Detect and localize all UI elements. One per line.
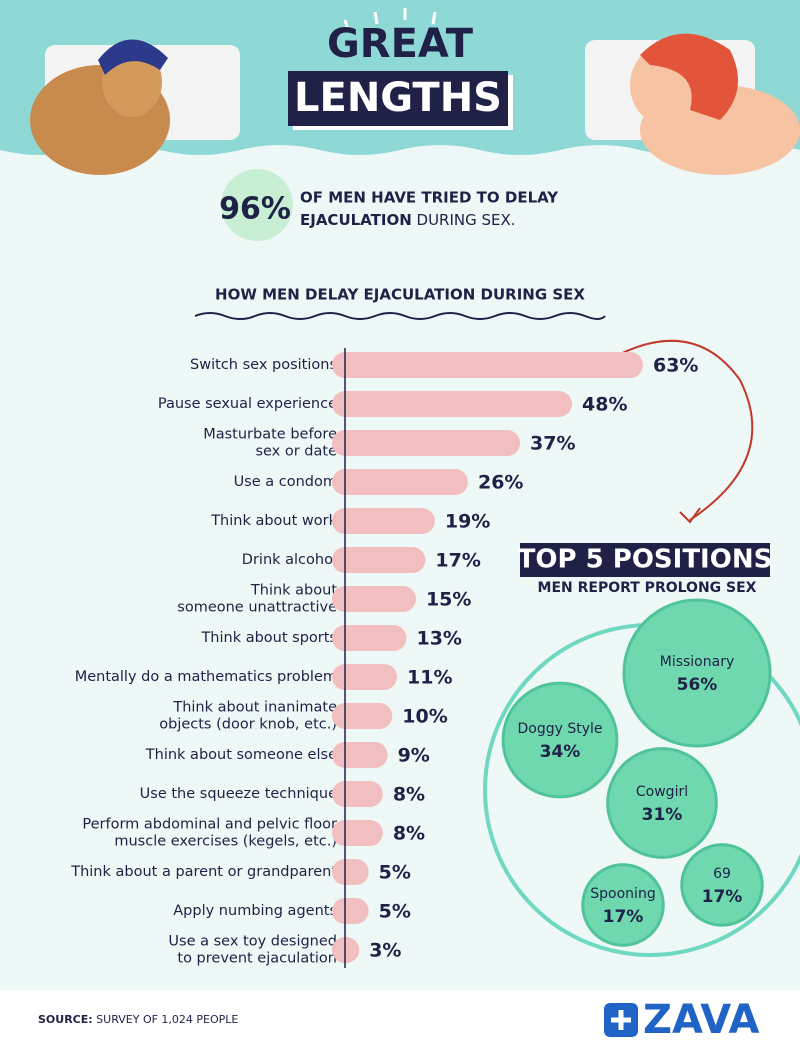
bubble bbox=[622, 598, 772, 748]
bubble bbox=[606, 747, 718, 859]
man-hair bbox=[98, 39, 168, 75]
value-label: 19% bbox=[445, 511, 490, 533]
sparkle bbox=[343, 19, 350, 31]
logo-plus bbox=[611, 1010, 631, 1030]
value-label: 9% bbox=[398, 745, 430, 767]
value-label: 63% bbox=[653, 355, 698, 377]
bubble-label: Missionary bbox=[660, 654, 735, 670]
title-wave bbox=[194, 312, 606, 320]
value-label: 3% bbox=[369, 940, 401, 962]
bubble bbox=[581, 863, 665, 947]
value-label: 10% bbox=[402, 706, 447, 728]
title-box bbox=[288, 71, 508, 126]
bubble-value: 17% bbox=[603, 907, 644, 927]
category-label: Think about inanimate objects (door knob,… bbox=[159, 700, 337, 733]
bar-chart-title: HOW MEN DELAY EJACULATION DURING SEX bbox=[215, 286, 585, 304]
bar bbox=[332, 742, 388, 768]
value-label: 11% bbox=[407, 667, 452, 689]
sparkles bbox=[343, 8, 437, 31]
stat-text: EJACULATION DURING SEX. bbox=[300, 211, 516, 229]
value-label: 26% bbox=[478, 472, 523, 494]
value-label: 5% bbox=[379, 862, 411, 884]
category-label: Pause sexual experience bbox=[158, 396, 337, 412]
category-label: Mentally do a mathematics problem bbox=[75, 669, 337, 685]
category-label: Use a sex toy designed to prevent ejacula… bbox=[168, 934, 337, 967]
source-text: SURVEY OF 1,024 PEOPLE bbox=[96, 1013, 238, 1026]
category-label: Drink alcohol bbox=[242, 552, 337, 568]
bubble-value: 34% bbox=[540, 742, 581, 762]
logo: ZAVA bbox=[643, 997, 759, 1043]
arrow bbox=[599, 339, 754, 521]
category-label: Apply numbing agents bbox=[173, 903, 337, 919]
bubble-value: 31% bbox=[642, 805, 683, 825]
category-label: Think about a parent or grandparent bbox=[70, 864, 337, 880]
stat-bold: EJACULATION bbox=[300, 211, 412, 229]
bar bbox=[332, 391, 573, 417]
category-label: Perform abdominal and pelvic floor muscle… bbox=[82, 817, 337, 850]
bubble-title: TOP 5 POSITIONS bbox=[518, 545, 773, 575]
value-label: 8% bbox=[393, 823, 425, 845]
stat-text: OF MEN HAVE TRIED TO DELAY bbox=[300, 189, 559, 207]
value-label: 17% bbox=[435, 550, 480, 572]
bar bbox=[332, 703, 393, 729]
bar bbox=[332, 859, 369, 885]
bar bbox=[332, 469, 468, 495]
bubble-value: 17% bbox=[702, 887, 743, 907]
bar bbox=[332, 547, 426, 573]
title-top: GREAT bbox=[327, 21, 474, 67]
bubble-label: Doggy Style bbox=[517, 721, 602, 737]
arrow-head bbox=[679, 507, 701, 524]
stat-circle bbox=[221, 169, 293, 241]
title-bottom: LENGTHS bbox=[294, 75, 502, 121]
bubble-value: 56% bbox=[677, 675, 718, 695]
bar bbox=[332, 352, 643, 378]
bar bbox=[332, 430, 521, 456]
bar bbox=[332, 664, 398, 690]
value-label: 5% bbox=[379, 901, 411, 923]
source: SOURCE: SURVEY OF 1,024 PEOPLE bbox=[38, 1013, 238, 1026]
bubble-label: Spooning bbox=[590, 886, 655, 902]
bubble-label: Cowgirl bbox=[636, 784, 688, 800]
stat-figure: 96% bbox=[219, 192, 291, 227]
value-label: 48% bbox=[582, 394, 627, 416]
value-label: 15% bbox=[426, 589, 471, 611]
value-label: 13% bbox=[416, 628, 461, 650]
category-label: Switch sex positions bbox=[190, 357, 337, 373]
footer bbox=[0, 990, 800, 1056]
source-label: SOURCE: bbox=[38, 1013, 93, 1026]
value-label: 8% bbox=[393, 784, 425, 806]
bubble bbox=[501, 681, 619, 799]
sparkle bbox=[373, 11, 379, 25]
category-label: Think about sports bbox=[200, 630, 337, 646]
category-label: Think about someone unattractive bbox=[177, 583, 337, 616]
bubble-title-box bbox=[520, 543, 770, 577]
woman-hair bbox=[640, 33, 738, 120]
bar bbox=[332, 820, 383, 846]
bar bbox=[332, 898, 369, 924]
category-label: Use a condom bbox=[234, 474, 337, 490]
bar bbox=[332, 508, 435, 534]
sparkle bbox=[431, 11, 437, 25]
bubble-subtitle: MEN REPORT PROLONG SEX bbox=[538, 580, 757, 596]
bubble-label: 69 bbox=[713, 866, 731, 882]
bar bbox=[332, 781, 383, 807]
category-label: Masturbate before sex or date bbox=[203, 427, 337, 460]
bar bbox=[332, 625, 407, 651]
category-label: Think about work bbox=[210, 513, 337, 529]
value-label: 37% bbox=[530, 433, 575, 455]
category-label: Use the squeeze technique bbox=[140, 786, 337, 802]
bubble bbox=[680, 843, 764, 927]
stat-rest: DURING SEX. bbox=[417, 211, 516, 229]
bar bbox=[332, 586, 416, 612]
category-label: Think about someone else bbox=[145, 747, 337, 763]
